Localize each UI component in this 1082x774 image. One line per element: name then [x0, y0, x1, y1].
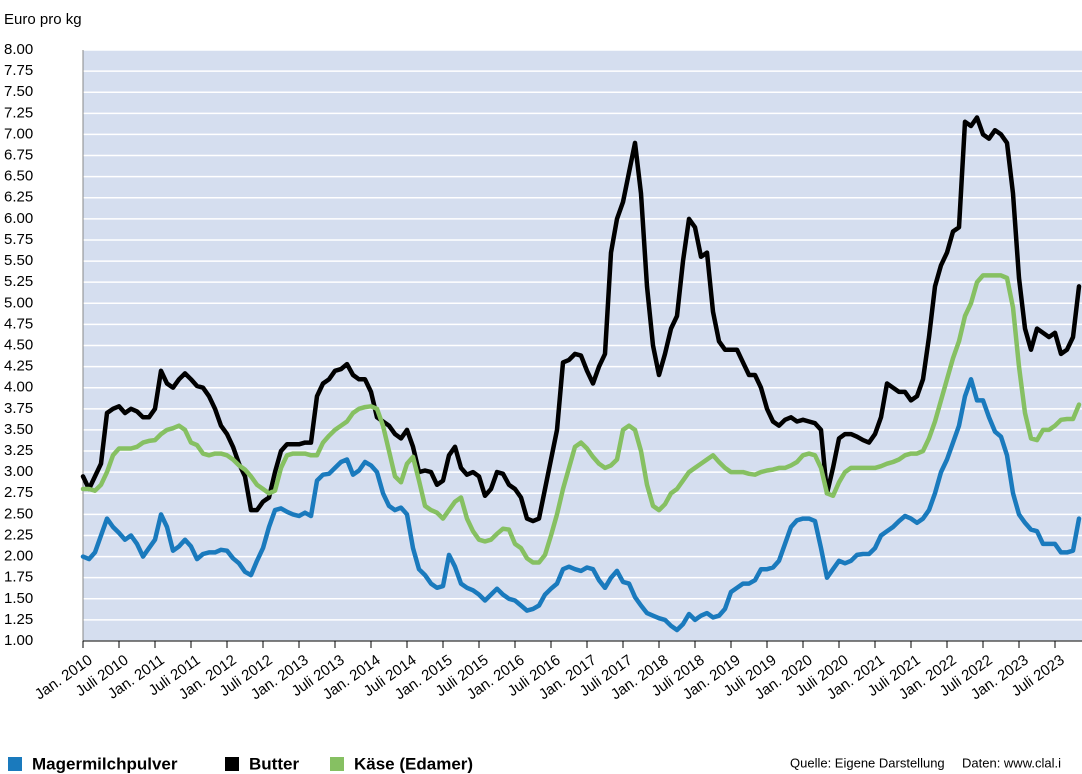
y-tick-label: 6.75 — [4, 147, 33, 164]
series-line — [80, 377, 1082, 633]
y-tick-label: 2.50 — [4, 505, 33, 522]
y-tick-label: 7.25 — [4, 104, 33, 121]
y-tick-label: 3.00 — [4, 463, 33, 480]
y-tick-label: 2.75 — [4, 484, 33, 501]
y-tick-label: 5.75 — [4, 231, 33, 248]
legend-label: Butter — [249, 754, 299, 773]
y-tick-label: 4.00 — [4, 379, 33, 396]
data-source-note: Daten: www.clal.i — [962, 755, 1061, 770]
y-tick-label: 4.75 — [4, 315, 33, 332]
y-tick-label: 8.00 — [4, 41, 33, 58]
legend-swatch — [8, 757, 22, 771]
y-tick-label: 3.75 — [4, 400, 33, 417]
y-tick-label: 5.00 — [4, 294, 33, 311]
y-tick-label: 5.25 — [4, 273, 33, 290]
legend-label: Käse (Edamer) — [354, 754, 473, 773]
y-tick-label: 6.00 — [4, 210, 33, 227]
y-tick-label: 5.50 — [4, 252, 33, 269]
y-tick-label: 1.50 — [4, 590, 33, 607]
y-tick-label: 1.75 — [4, 569, 33, 586]
y-tick-label: 1.25 — [4, 611, 33, 628]
y-tick-label: 6.50 — [4, 168, 33, 185]
series-line — [80, 273, 1082, 565]
legend-swatch — [330, 757, 344, 771]
y-tick-label: 7.75 — [4, 62, 33, 79]
y-axis-label: Euro pro kg — [4, 11, 82, 28]
y-tick-label: 7.00 — [4, 125, 33, 142]
source-note: Quelle: Eigene Darstellung — [790, 755, 945, 770]
y-tick-label: 4.50 — [4, 336, 33, 353]
y-tick-label: 4.25 — [4, 358, 33, 375]
y-tick-label: 6.25 — [4, 189, 33, 206]
y-tick-label: 1.00 — [4, 632, 33, 649]
series-line — [80, 115, 1082, 524]
y-tick-label: 2.25 — [4, 526, 33, 543]
y-tick-label: 2.00 — [4, 548, 33, 565]
y-tick-label: 3.25 — [4, 442, 33, 459]
y-tick-label: 7.50 — [4, 83, 33, 100]
y-tick-label: 3.50 — [4, 421, 33, 438]
legend-label: Magermilchpulver — [32, 754, 178, 773]
legend-swatch — [225, 757, 239, 771]
